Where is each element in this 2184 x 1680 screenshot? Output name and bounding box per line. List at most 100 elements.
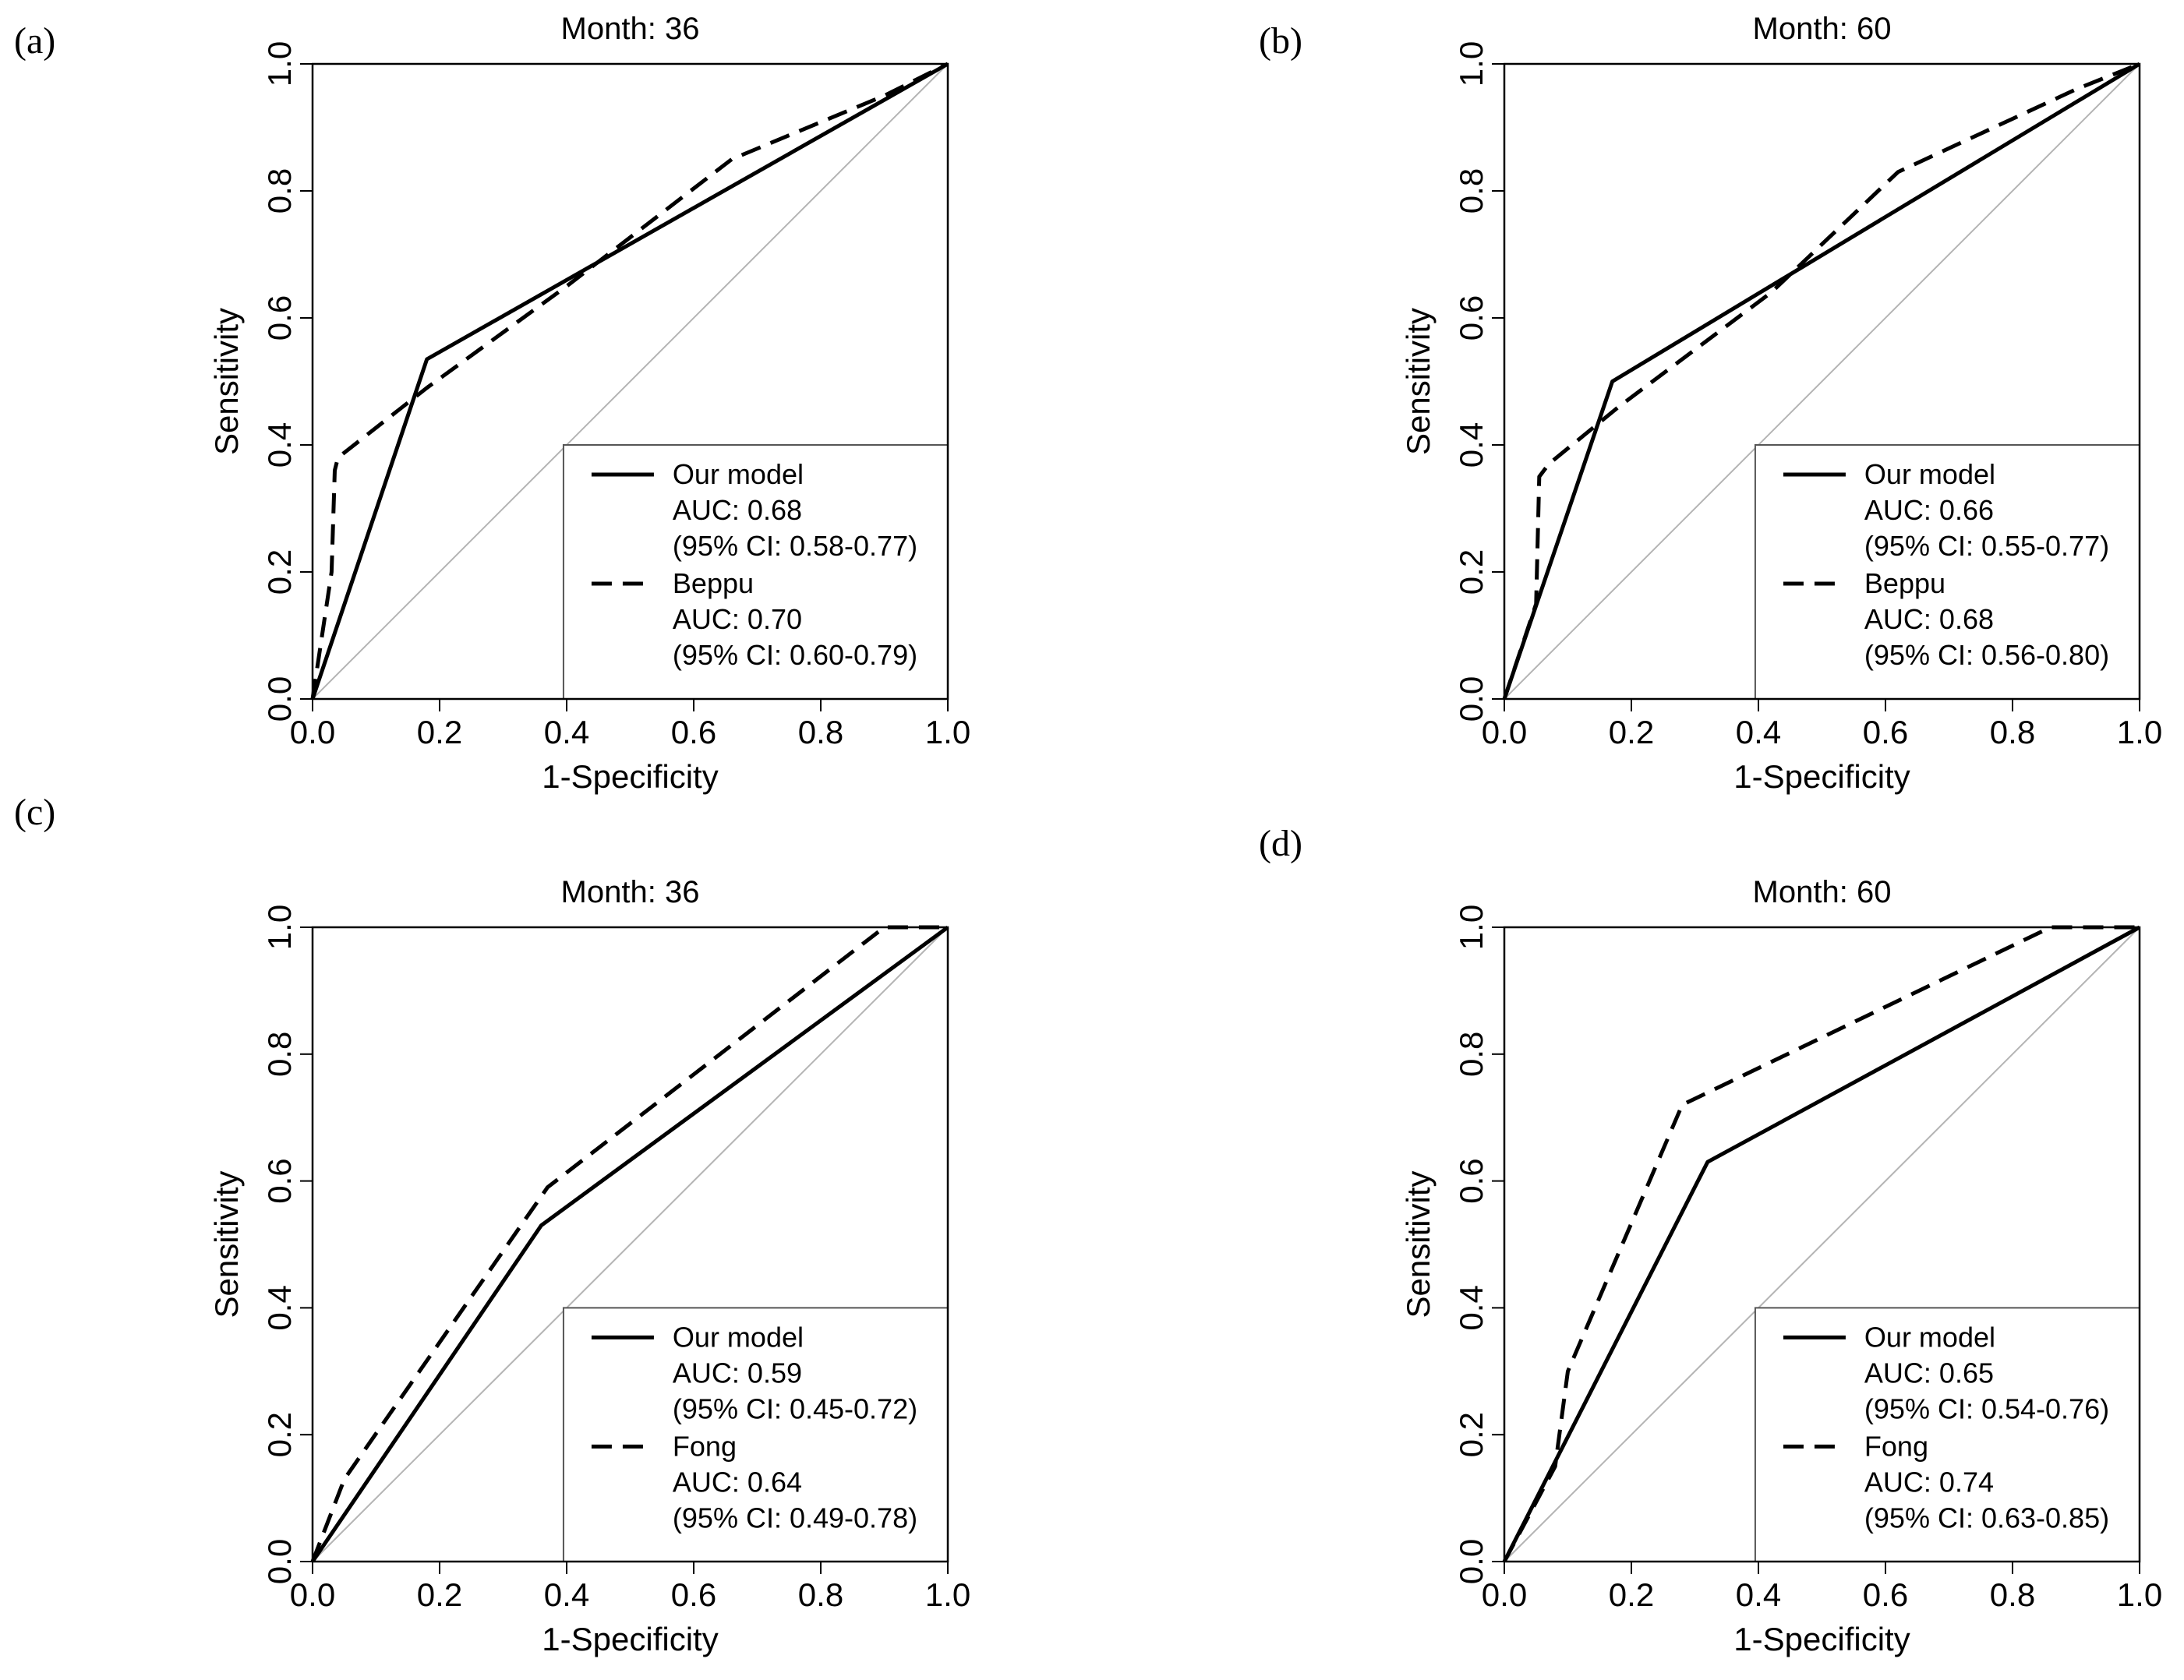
legend-series-name: Our model (1864, 458, 1995, 490)
x-tick-label: 0.2 (417, 714, 462, 750)
x-tick-label: 0.6 (671, 714, 716, 750)
panel-label: (b) (1259, 20, 1302, 62)
comparison-roc-curve (310, 62, 949, 700)
y-axis-label: Sensitivity (1400, 1170, 1437, 1318)
x-tick-label: 0.2 (1609, 1576, 1654, 1613)
y-tick-label: 1.0 (261, 41, 298, 86)
y-tick-label: 0.0 (261, 676, 298, 722)
y-tick-label: 1.0 (1453, 905, 1490, 950)
y-tick-label: 0.2 (1453, 549, 1490, 595)
x-tick-label: 0.8 (798, 714, 843, 750)
comparison-roc-curve (1502, 62, 2140, 700)
x-tick-label: 1.0 (925, 1576, 970, 1613)
y-tick-label: 0.4 (261, 422, 298, 468)
y-tick-label: 0.6 (261, 1158, 298, 1203)
x-tick-label: 1.0 (2117, 714, 2162, 750)
y-tick-label: 0.4 (1453, 422, 1490, 468)
legend-series-name: Our model (673, 1321, 804, 1353)
panel-label: (c) (14, 792, 55, 833)
roc-panel-a: (a) Month: 36 0.00.0 0.2 0.2 0.4 0.4 0.6 0.6 0.8 0… (14, 12, 970, 795)
y-tick-label: 0.0 (261, 1539, 298, 1584)
our-model-roc-curve (1502, 62, 2141, 700)
x-tick-label: 0.6 (1863, 1576, 1908, 1613)
legend-auc: AUC: 0.66 (1864, 494, 1994, 526)
x-tick-label: 0.4 (544, 714, 589, 750)
x-tick-label: 0.0 (1482, 1576, 1527, 1613)
legend-series-name: Our model (1864, 1321, 1995, 1353)
x-tick-label: 0.6 (1863, 714, 1908, 750)
legend-auc: AUC: 0.68 (1864, 603, 1994, 635)
x-tick-label: 0.6 (671, 1576, 716, 1613)
y-tick-label: 1.0 (261, 905, 298, 950)
x-tick-label: 0.0 (290, 714, 335, 750)
y-tick-label: 1.0 (1453, 41, 1490, 86)
y-axis-label: Sensitivity (208, 1170, 245, 1318)
y-tick-label: 0.4 (1453, 1285, 1490, 1330)
panel-label: (a) (14, 20, 55, 62)
legend-auc: AUC: 0.65 (1864, 1357, 1994, 1389)
x-tick-label: 0.0 (1482, 714, 1527, 750)
reference-diagonal (312, 63, 949, 700)
legend-ci: (95% CI: 0.56-0.80) (1864, 639, 2109, 671)
x-tick-label: 0.2 (417, 1576, 462, 1613)
x-axis-label: 1-Specificity (1733, 1621, 1910, 1657)
roc-panel-d: (d) Month: 60 0.00.0 0.2 0.2 0.4 0.4 0.6 0.6 0.8 0… (1259, 823, 2162, 1657)
x-axis-label: 1-Specificity (542, 1621, 718, 1657)
chart-title: Month: 36 (561, 875, 700, 909)
legend-ci: (95% CI: 0.49-0.78) (673, 1502, 917, 1534)
y-tick-label: 0.2 (261, 549, 298, 595)
chart-title: Month: 60 (1753, 875, 1892, 909)
x-tick-label: 0.4 (544, 1576, 589, 1613)
legend-ci: (95% CI: 0.63-0.85) (1864, 1502, 2109, 1534)
legend-series-name: Beppu (1864, 567, 1945, 599)
x-tick-label: 0.8 (1990, 1576, 2035, 1613)
legend-box (562, 1307, 949, 1563)
our-model-roc-curve (1502, 925, 2141, 1563)
y-tick-label: 0.2 (261, 1412, 298, 1457)
legend-auc: AUC: 0.70 (673, 603, 802, 635)
y-tick-label: 0.6 (261, 295, 298, 341)
y-tick-label: 0.6 (1453, 295, 1490, 341)
legend-series-name: Fong (1864, 1430, 1928, 1462)
x-tick-label: 1.0 (925, 714, 970, 750)
plot-frame (311, 926, 949, 1563)
y-axis-label: Sensitivity (1400, 308, 1437, 455)
x-axis-label: 1-Specificity (1733, 758, 1910, 795)
reference-diagonal (1504, 63, 2140, 700)
legend-auc: AUC: 0.64 (673, 1466, 802, 1498)
legend-series-name: Fong (673, 1430, 737, 1462)
legend-ci: (95% CI: 0.60-0.79) (673, 639, 917, 671)
x-axis-label: 1-Specificity (542, 758, 718, 795)
y-tick-label: 0.8 (1453, 1032, 1490, 1077)
y-tick-label: 0.4 (261, 1285, 298, 1330)
y-axis-label: Sensitivity (208, 308, 245, 455)
y-tick-label: 0.8 (1453, 168, 1490, 214)
reference-diagonal (312, 926, 949, 1562)
legend-box (562, 444, 949, 700)
chart-title: Month: 60 (1753, 12, 1892, 46)
x-tick-label: 0.8 (798, 1576, 843, 1613)
y-tick-label: 0.6 (1453, 1158, 1490, 1203)
our-model-roc-curve (310, 925, 949, 1563)
chart-title: Month: 36 (561, 12, 700, 46)
roc-panel-c: (c) Month: 36 0.00.0 0.2 0.2 0.4 0.4 0.6 0.6 0.8 0… (14, 792, 970, 1657)
legend-auc: AUC: 0.59 (673, 1357, 802, 1389)
y-tick-label: 0.0 (1453, 1539, 1490, 1584)
x-tick-label: 0.4 (1736, 714, 1781, 750)
x-tick-label: 1.0 (2117, 1576, 2162, 1613)
legend-auc: AUC: 0.74 (1864, 1466, 1994, 1498)
x-tick-label: 0.2 (1609, 714, 1654, 750)
x-tick-label: 0.4 (1736, 1576, 1781, 1613)
plot-frame (311, 62, 949, 701)
plot-frame (1503, 62, 2141, 701)
y-tick-label: 0.8 (261, 1032, 298, 1077)
reference-diagonal (1504, 926, 2140, 1562)
x-tick-label: 0.0 (290, 1576, 335, 1613)
legend-auc: AUC: 0.68 (673, 494, 802, 526)
plot-frame (1503, 926, 2141, 1563)
legend-series-name: Our model (673, 458, 804, 490)
legend-ci: (95% CI: 0.58-0.77) (673, 530, 917, 562)
y-tick-label: 0.8 (261, 168, 298, 214)
legend-ci: (95% CI: 0.45-0.72) (673, 1392, 917, 1424)
